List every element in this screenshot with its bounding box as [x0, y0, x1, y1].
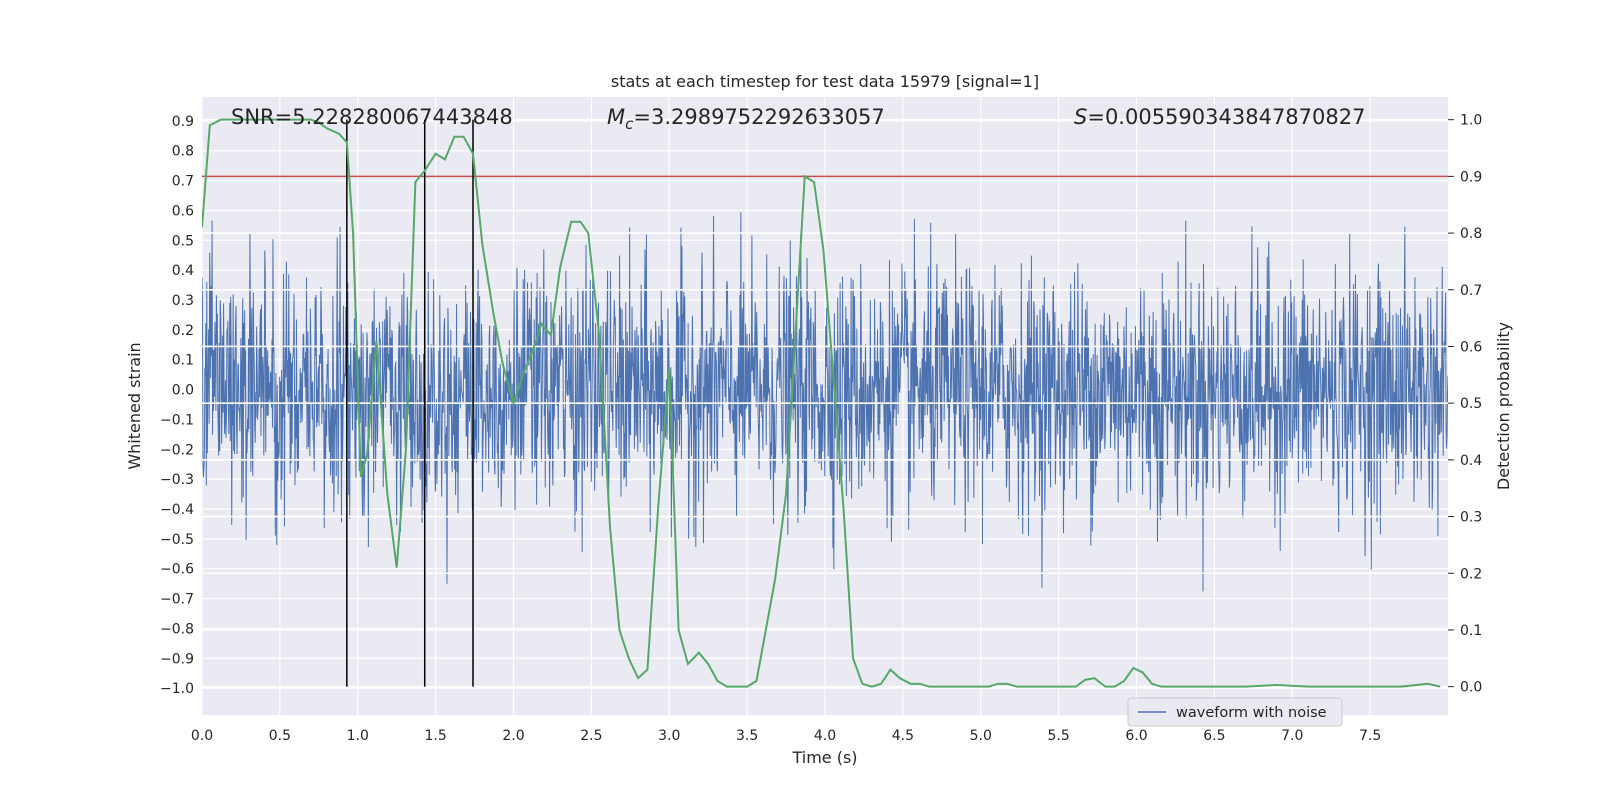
- x-tick-label-5: 2.5: [580, 728, 602, 744]
- x-tick-label-11: 5.5: [1047, 728, 1069, 744]
- y-tick-label-13: −0.4: [160, 502, 194, 518]
- y-axis-label: Whitened strain: [125, 342, 144, 469]
- y2-tick-label-1: 0.9: [1460, 169, 1482, 185]
- s-annotation: S=0.005590343847870827: [1074, 105, 1365, 129]
- x-tick-label-6: 3.0: [658, 728, 680, 744]
- s-value: =0.005590343847870827: [1087, 105, 1365, 129]
- y2-axis-ticks: 1.0 0.9 0.8 0.7 0.6 0.5 0.4 0.3 0.2 0.1 0.0: [1448, 113, 1482, 696]
- y2-tick-label-3: 0.7: [1460, 283, 1482, 299]
- mc-prefix: M: [607, 105, 625, 129]
- x-tick-label-8: 4.0: [814, 728, 836, 744]
- y-tick-label-7: 0.2: [172, 323, 194, 339]
- y-tick-label-14: −0.5: [160, 532, 194, 548]
- legend-label-waveform: waveform with noise: [1176, 705, 1327, 721]
- y-tick-label-8: 0.1: [172, 353, 194, 369]
- y-tick-label-16: −0.7: [160, 592, 194, 608]
- y2-tick-label-6: 0.4: [1460, 453, 1482, 469]
- x-axis-ticks: 0.0 0.5 1.0 1.5 2.0 2.5 3.0 3.5 4.0 4.5 5.0 5.5 6.0 6…: [191, 728, 1381, 744]
- x-tick-label-15: 7.5: [1359, 728, 1381, 744]
- chirp-mass-annotation: Mc=3.2989752292633057: [607, 105, 885, 133]
- y2-tick-label-10: 0.0: [1460, 680, 1482, 696]
- y-tick-label-11: −0.2: [160, 442, 194, 458]
- y-tick-label-12: −0.3: [160, 472, 194, 488]
- y-tick-label-4: 0.5: [172, 233, 194, 249]
- y2-axis-label: Detection probability: [1494, 322, 1513, 490]
- y-tick-label-15: −0.6: [160, 562, 194, 578]
- y-axis-ticks: 0.9 0.8 0.7 0.6 0.5 0.4 0.3 0.2 0.1 0.0 −0.1 −0.2 −0…: [160, 114, 194, 697]
- chart-title: stats at each timestep for test data 159…: [611, 72, 1039, 91]
- snr-value: =5.228280067443848: [275, 105, 513, 129]
- x-tick-label-7: 3.5: [736, 728, 758, 744]
- y-tick-label-2: 0.7: [172, 174, 194, 190]
- y2-tick-label-9: 0.1: [1460, 623, 1482, 639]
- x-tick-label-0: 0.0: [191, 728, 213, 744]
- y-tick-label-9: 0.0: [172, 383, 194, 399]
- legend-box: [1127, 697, 1343, 727]
- x-tick-label-2: 1.0: [347, 728, 369, 744]
- x-tick-label-4: 2.0: [502, 728, 524, 744]
- y2-tick-label-7: 0.3: [1460, 510, 1482, 526]
- x-tick-label-3: 1.5: [424, 728, 446, 744]
- y-tick-label-18: −0.9: [160, 651, 194, 667]
- x-tick-label-13: 6.5: [1203, 728, 1225, 744]
- y-tick-label-5: 0.4: [172, 263, 194, 279]
- y2-tick-label-0: 1.0: [1460, 113, 1482, 129]
- y-tick-label-0: 0.9: [172, 114, 194, 130]
- y2-tick-label-8: 0.2: [1460, 566, 1482, 582]
- x-tick-label-9: 4.5: [892, 728, 914, 744]
- y-tick-label-3: 0.6: [172, 203, 194, 219]
- mc-value: =3.2989752292633057: [633, 105, 884, 129]
- detection-probability-series: [202, 118, 1441, 688]
- y-tick-label-6: 0.3: [172, 293, 194, 309]
- y-tick-label-1: 0.8: [172, 144, 194, 160]
- x-tick-label-1: 0.5: [269, 728, 291, 744]
- x-tick-label-14: 7.0: [1281, 728, 1303, 744]
- y-tick-label-10: −0.1: [160, 412, 194, 428]
- s-prefix: S: [1074, 105, 1087, 129]
- y2-tick-label-5: 0.5: [1460, 396, 1482, 412]
- x-tick-label-10: 5.0: [970, 728, 992, 744]
- x-axis-label: Time (s): [791, 748, 857, 767]
- y-tick-label-19: −1.0: [160, 681, 194, 697]
- y2-tick-label-2: 0.8: [1460, 226, 1482, 242]
- signal-markers: [346, 119, 474, 687]
- snr-annotation: SNR=5.228280067443848: [231, 105, 513, 129]
- y2-tick-label-4: 0.6: [1460, 339, 1482, 355]
- snr-prefix: SNR: [231, 105, 275, 129]
- mc-subscript: c: [625, 115, 634, 133]
- legend: waveform with noise: [1127, 697, 1343, 727]
- x-tick-label-12: 6.0: [1125, 728, 1147, 744]
- waveform-series: [202, 212, 1448, 592]
- y-tick-label-17: −0.8: [160, 621, 194, 637]
